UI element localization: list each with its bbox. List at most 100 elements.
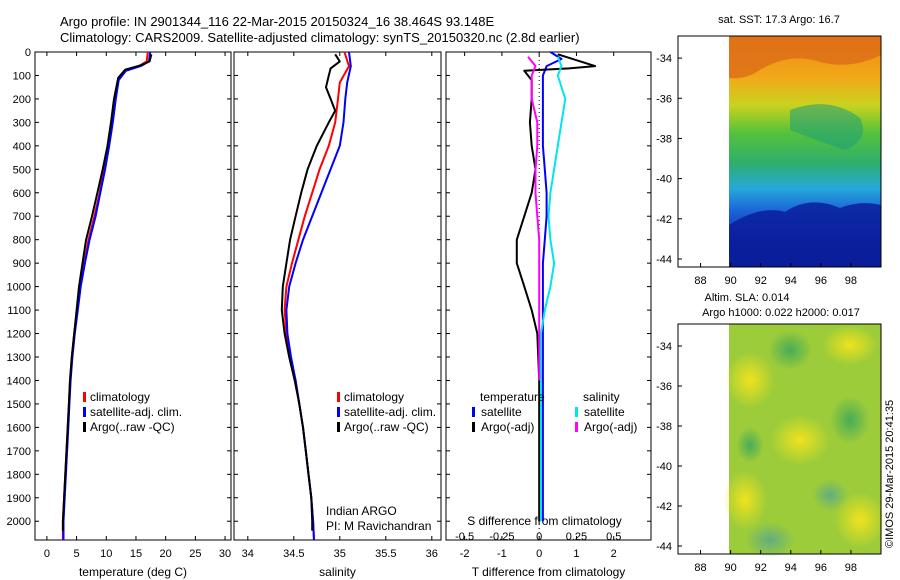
x-tick-label: -1 — [497, 548, 507, 560]
legend-swatch — [83, 422, 86, 432]
sla-blob — [723, 470, 767, 530]
map-y-tick-label: -34 — [656, 53, 672, 65]
legend-swatch — [337, 392, 340, 402]
y-tick-label: 800 — [13, 235, 31, 247]
map-y-tick-label: -38 — [656, 421, 672, 433]
x-tick-label: 34.5 — [283, 548, 304, 560]
legend-header: temperature — [480, 390, 545, 404]
y-tick-label: 900 — [13, 258, 31, 270]
top-x-tick-label: 0.25 — [566, 531, 587, 543]
map-x-tick-label: 98 — [845, 562, 857, 574]
x-axis-label: salinity — [319, 565, 356, 579]
x-tick-label: 35 — [334, 548, 346, 560]
legend-label: satellite-adj. clim. — [90, 405, 182, 419]
legend-label: satellite — [481, 405, 522, 419]
x-tick-label: 36 — [426, 548, 438, 560]
sla-map-title-line2: Argo h1000: 0.022 h2000: 0.017 — [702, 307, 860, 319]
temperature-panel: 0 5 10 15 20 25 300100200300400500600700800900… — [7, 47, 232, 579]
x-tick-label: 30 — [219, 548, 231, 560]
map-y-tick-label: -44 — [656, 254, 672, 266]
legend-swatch — [83, 392, 86, 402]
sla-blob — [725, 352, 775, 408]
x-tick-label: 1 — [573, 548, 579, 560]
sst-map-title: sat. SST: 17.3 Argo: 16.7 — [718, 14, 840, 26]
sla-map-land-mask — [678, 324, 729, 554]
legend-swatch — [575, 407, 578, 417]
sla-map-frame — [677, 323, 882, 555]
x-tick-label: 5 — [74, 548, 80, 560]
map-x-tick-label: 96 — [815, 562, 827, 574]
map-y-tick-label: -42 — [656, 501, 672, 513]
sla-blob — [822, 325, 878, 365]
y-tick-label: 100 — [13, 70, 31, 82]
map-x-tick-label: 96 — [815, 275, 827, 287]
x-tick-label: 25 — [189, 548, 201, 560]
y-tick-label: 1800 — [7, 469, 31, 481]
sst-green-eddy — [790, 104, 863, 150]
y-tick-label: 0 — [25, 47, 31, 59]
map-y-tick-label: -34 — [656, 341, 672, 353]
sst-map-panel: sat. SST: 17.3 Argo: 16.7 88 90 92 94 96 98 -3… — [656, 14, 882, 287]
map-y-tick-label: -44 — [656, 541, 672, 553]
series-line — [283, 51, 350, 541]
annotation-line: PI: M Ravichandran — [326, 519, 431, 533]
map-y-tick-label: -36 — [656, 381, 672, 393]
series-line — [527, 56, 541, 381]
legend-swatch — [472, 407, 475, 417]
map-y-tick-label: -42 — [656, 214, 672, 226]
map-x-tick-label: 90 — [725, 562, 737, 574]
figure-title-line1: Argo profile: IN 2901344_116 22-Mar-2015… — [60, 14, 494, 29]
map-x-tick-label: 98 — [845, 275, 857, 287]
y-tick-label: 1000 — [7, 282, 31, 294]
x-tick-label: 0 — [536, 548, 542, 560]
legend-swatch — [575, 422, 578, 432]
x-tick-label: 20 — [160, 548, 172, 560]
legend-label: climatology — [344, 390, 404, 404]
top-x-axis-label: S difference from climatology — [467, 514, 622, 528]
map-y-tick-label: -40 — [656, 461, 672, 473]
top-x-tick-label: 0.5 — [606, 531, 621, 543]
legend-label: Argo(..raw -QC) — [90, 420, 175, 434]
series-line — [61, 54, 153, 531]
map-x-tick-label: 90 — [725, 275, 737, 287]
x-tick-label: 34 — [242, 548, 254, 560]
x-axis-label: T difference from climatology — [472, 565, 626, 579]
x-tick-label: -2 — [460, 548, 470, 560]
legend-label: Argo(-adj) — [584, 420, 637, 434]
y-tick-label: 700 — [13, 211, 31, 223]
y-tick-label: 200 — [13, 94, 31, 106]
sla-map-title-line1: Altim. SLA: 0.014 — [705, 292, 790, 304]
legend-header: salinity — [583, 390, 620, 404]
plot-frame — [233, 51, 442, 541]
map-x-tick-label: 94 — [785, 275, 797, 287]
sst-map-frame — [677, 35, 882, 268]
sla-blob — [830, 396, 870, 444]
series-line — [541, 51, 563, 522]
sst-warm-patch — [729, 36, 881, 79]
plot-frame — [445, 51, 652, 541]
map-x-tick-label: 92 — [755, 275, 767, 287]
y-tick-label: 500 — [13, 164, 31, 176]
figure-title-line2: Climatology: CARS2009. Satellite-adjuste… — [60, 30, 580, 45]
y-tick-label: 2000 — [7, 516, 31, 528]
legend-label: Argo(-adj) — [481, 420, 534, 434]
sla-blob — [812, 479, 848, 511]
y-tick-label: 600 — [13, 188, 31, 200]
top-x-tick-label: -0.25 — [489, 531, 514, 543]
y-tick-label: 1200 — [7, 329, 31, 341]
map-x-tick-label: 94 — [785, 562, 797, 574]
y-tick-label: 1100 — [7, 305, 31, 317]
sla-map-panel: Altim. SLA: 0.014 Argo h1000: 0.022 h200… — [656, 292, 886, 574]
sla-blob — [770, 415, 830, 465]
x-tick-label: 35.5 — [375, 548, 396, 560]
legend-swatch — [83, 407, 86, 417]
map-y-tick-label: -36 — [656, 93, 672, 105]
legend-label: climatology — [90, 390, 150, 404]
sla-blob — [834, 492, 886, 548]
annotation-line: Indian ARGO — [326, 504, 397, 518]
sla-blob — [745, 522, 795, 558]
map-x-tick-label: 92 — [755, 562, 767, 574]
map-x-tick-label: 88 — [694, 275, 706, 287]
top-x-tick-label: -0.5 — [455, 531, 474, 543]
